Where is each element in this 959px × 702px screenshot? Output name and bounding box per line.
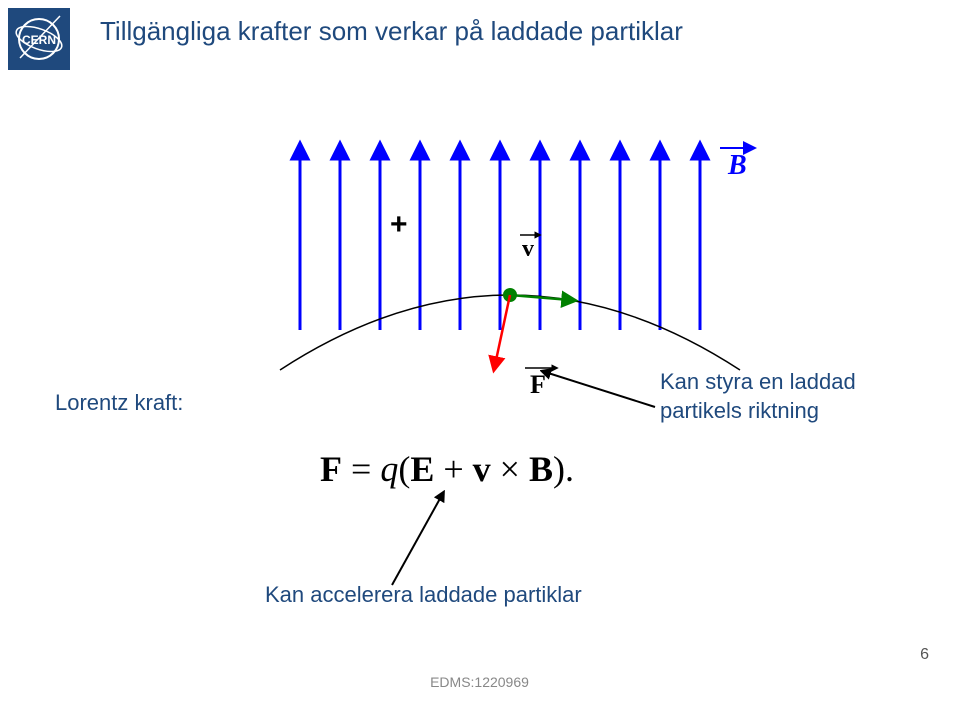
plus-sign: + — [390, 208, 408, 241]
b-label: B — [720, 148, 750, 181]
eq-rp: ). — [553, 449, 574, 489]
lorentz-label: Lorentz kraft: — [55, 390, 183, 416]
cern-logo: CERN — [8, 8, 70, 70]
lorentz-diagram: B + v F — [260, 120, 760, 400]
eq-times: × — [491, 449, 529, 489]
svg-text:v: v — [522, 236, 534, 262]
lorentz-equation: F = q(E + v × B). — [320, 448, 574, 490]
footer-edms: EDMS:1220969 — [0, 674, 959, 690]
accel-arrow — [382, 490, 462, 590]
steer-caption: Kan styra en laddad partikels riktning — [660, 368, 856, 425]
b-field-arrows — [300, 150, 700, 330]
eq-lp: ( — [398, 449, 410, 489]
page-title: Tillgängliga krafter som verkar på ladda… — [100, 16, 683, 47]
eq-F: F — [320, 449, 342, 489]
page-number: 6 — [920, 646, 929, 664]
steer-line2: partikels riktning — [660, 398, 819, 423]
trajectory — [280, 295, 740, 370]
eq-q: q — [380, 449, 398, 489]
svg-text:B: B — [727, 150, 747, 181]
force-vector — [495, 295, 510, 365]
svg-text:CERN: CERN — [22, 33, 56, 47]
steer-arrow — [540, 367, 660, 417]
eq-eq: = — [342, 449, 380, 489]
eq-B: B — [529, 449, 553, 489]
eq-plus: + — [434, 449, 472, 489]
v-label: v — [520, 235, 538, 262]
steer-line1: Kan styra en laddad — [660, 369, 856, 394]
eq-E: E — [410, 449, 434, 489]
accel-caption: Kan accelerera laddade partiklar — [265, 582, 582, 608]
eq-v: v — [473, 449, 491, 489]
